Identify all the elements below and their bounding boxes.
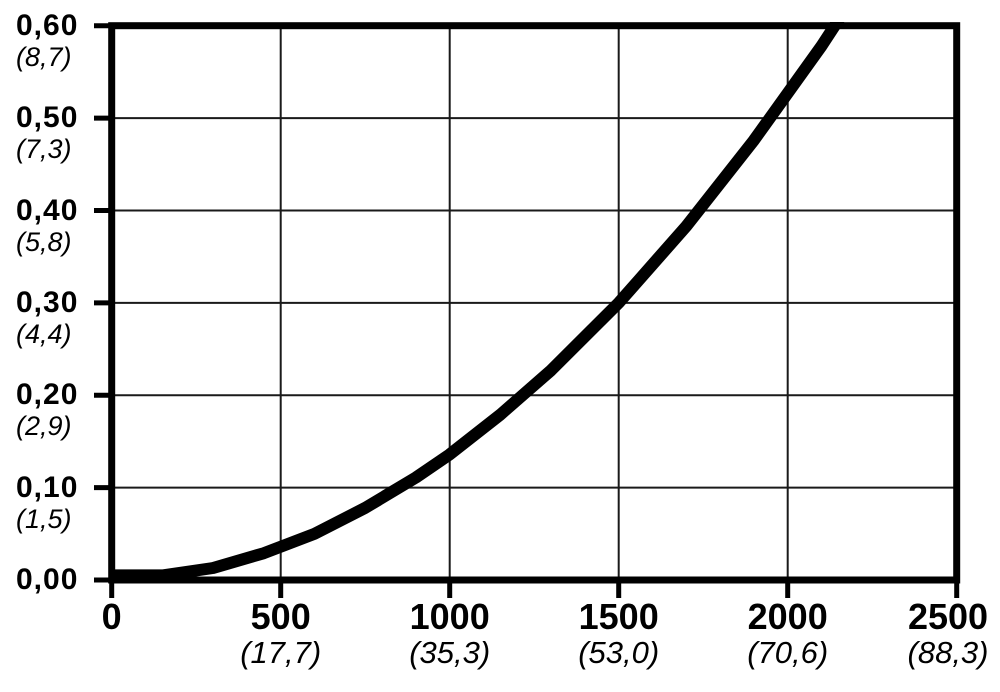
x-axis-label-primary: 1500 [578,596,659,637]
y-axis-label-primary: 0,20 [16,378,79,412]
y-axis-label-primary: 0,50 [16,101,79,135]
y-axis-label-primary: 0,60 [16,8,79,42]
horizontal-gridlines [111,117,957,489]
y-axis-label-secondary: (8,7) [16,41,72,72]
y-axis-label-secondary: (1,5) [16,503,72,534]
y-axis-label-primary: 0,40 [16,193,79,227]
x-axis-label-primary: 2000 [747,596,828,637]
x-axis-label-primary: 2500 [907,596,989,637]
y-axis-label-secondary: (5,8) [16,226,72,257]
vertical-gridlines [279,25,789,580]
plot-frame [108,22,961,584]
x-axis-label-secondary: (70,6) [747,635,829,670]
y-axis-label-primary: 0,30 [16,285,79,319]
x-axis-label-secondary: (35,3) [409,635,491,670]
x-axis-label-secondary: (17,7) [240,635,322,670]
y-axis-label-primary: 0,00 [16,563,79,596]
x-axis-label-primary: 0 [101,596,122,637]
y-axis-label-secondary: (4,4) [16,318,72,349]
x-axis-label-primary: 500 [250,596,311,637]
y-axis-label-secondary: (2,9) [16,411,72,442]
x-axis-label-primary: 1000 [409,596,490,637]
x-axis-label-secondary: (53,0) [578,635,660,670]
y-axis-label-primary: 0,10 [16,470,79,504]
data-curve [111,22,845,582]
y-axis-label-secondary: (7,3) [16,134,72,165]
x-axis-label-secondary: (88,3) [907,635,989,670]
